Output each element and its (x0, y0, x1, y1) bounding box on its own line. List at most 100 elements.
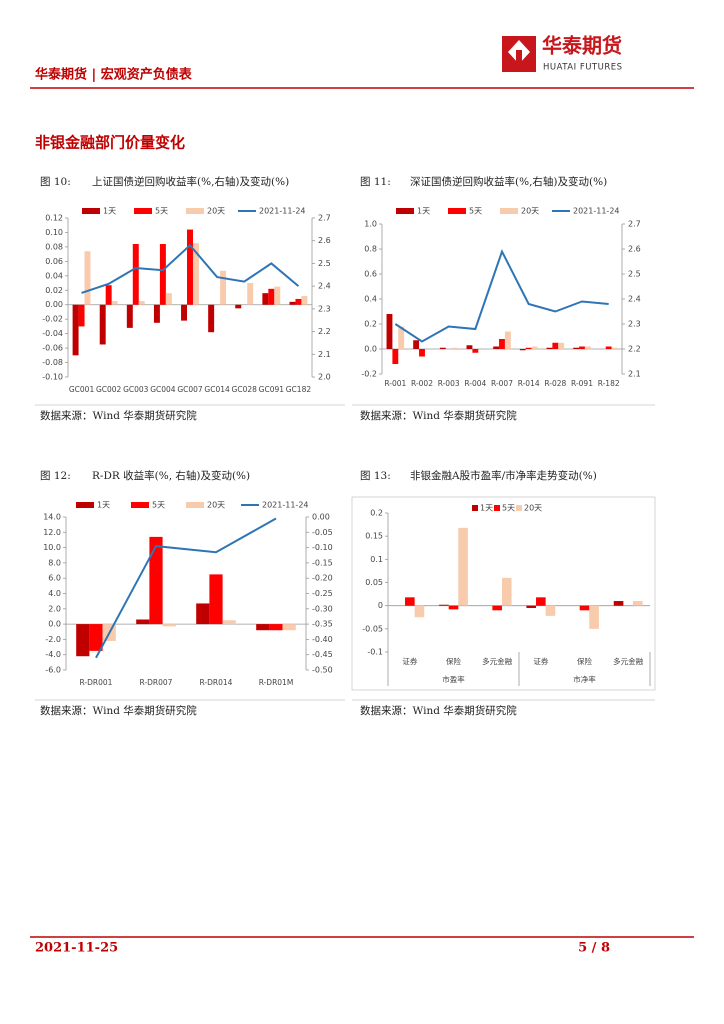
bar (235, 304, 242, 309)
bar (76, 624, 90, 657)
y-tick-label: 0.06 (45, 257, 63, 266)
legend-label: 2021-11-24 (259, 207, 306, 216)
bar (78, 304, 85, 327)
legend-label: 5天 (155, 207, 168, 216)
y2-tick-label: 2.6 (628, 245, 641, 254)
y2-tick-label: 0.00 (312, 513, 330, 522)
y2-tick-label: -0.05 (312, 528, 333, 537)
y-tick-label: -0.02 (42, 315, 63, 324)
bar (439, 604, 449, 606)
logo-name: 华泰期货 (542, 34, 622, 58)
legend-label: 2021-11-24 (262, 501, 309, 510)
figure-label: 图 13: (360, 470, 391, 482)
bar (386, 314, 393, 349)
bar (519, 349, 526, 351)
y-tick-label: 0.02 (45, 286, 63, 295)
group-label: 市净率 (573, 674, 596, 684)
logo-mark (516, 50, 522, 70)
bar (159, 244, 166, 305)
x-tick-label: 证券 (402, 656, 417, 666)
y2-tick-label: -0.30 (312, 604, 333, 613)
source: 数据来源：Wind 华泰期货研究院 (40, 409, 197, 422)
bar (531, 346, 538, 349)
bar (558, 342, 565, 349)
x-tick-label: R-007 (491, 379, 513, 388)
figure-title: 深证国债逆回购收益率(%,右轴)及变动(%) (410, 175, 607, 188)
bar (579, 605, 590, 611)
bar (611, 347, 618, 349)
line-series (95, 517, 277, 659)
y2-tick-label: 2.6 (318, 236, 331, 245)
y-tick-label: -0.10 (42, 373, 63, 382)
logo: 华泰期货 HUATAI FUTURES (502, 34, 623, 73)
legend-swatch (448, 208, 466, 214)
y2-tick-label: 2.2 (318, 327, 331, 336)
legend-label: 5天 (469, 207, 482, 216)
x-tick-label: R-DR01M (259, 678, 294, 687)
legend-swatch (186, 502, 204, 508)
logo-en: HUATAI FUTURES (543, 63, 623, 73)
legend-label: 20天 (521, 207, 539, 216)
y2-tick-label: -0.15 (312, 558, 333, 567)
y-tick-label: -0.06 (42, 344, 63, 353)
x-tick-label: R-002 (411, 379, 433, 388)
y2-tick-label: 2.1 (628, 370, 641, 379)
bar (247, 283, 254, 305)
y2-tick-label: 2.7 (318, 214, 331, 223)
y-tick-label: -0.04 (42, 329, 63, 338)
y-tick-label: 0.15 (365, 532, 383, 541)
bar (493, 346, 500, 349)
y2-tick-label: 2.4 (318, 282, 331, 291)
x-tick-label: R-091 (571, 379, 593, 388)
y-tick-label: -2.0 (45, 635, 61, 644)
bar (187, 229, 193, 305)
x-tick-label: R-182 (598, 379, 620, 388)
bar (584, 346, 591, 349)
bar (501, 577, 512, 606)
y-tick-label: 0.2 (364, 320, 377, 329)
y-tick-label: 0.1 (370, 555, 383, 564)
x-tick-label: R-001 (384, 379, 406, 388)
bar (208, 304, 215, 333)
bar (545, 605, 556, 616)
bar (499, 339, 505, 349)
x-tick-label: GC007 (177, 385, 203, 394)
bar (269, 624, 283, 631)
y2-tick-label: 2.3 (318, 304, 331, 313)
bar (149, 536, 163, 625)
x-tick-label: R-DR001 (80, 678, 113, 687)
legend-swatch (516, 505, 522, 511)
bar (209, 574, 223, 625)
bar (301, 296, 308, 305)
y2-tick-label: 2.3 (628, 320, 641, 329)
bar (439, 347, 446, 349)
y2-tick-label: -0.50 (312, 666, 333, 675)
bar (268, 288, 275, 305)
y-tick-label: -0.05 (362, 624, 383, 633)
bar (525, 347, 532, 349)
y-tick-label: 12.0 (43, 528, 61, 537)
bar (162, 624, 176, 627)
bar (72, 304, 79, 356)
bar (398, 326, 405, 349)
bar (105, 285, 112, 305)
bar (222, 620, 236, 625)
legend-label: 5天 (152, 501, 165, 510)
bar (99, 304, 106, 345)
x-tick-label: GC028 (232, 385, 258, 394)
bar (165, 293, 172, 305)
bar (605, 346, 612, 349)
y2-tick-label: 2.0 (318, 373, 331, 382)
bar (256, 624, 270, 631)
legend-swatch (186, 208, 204, 214)
figure-title: R-DR 收益率(%, 右轴)及变动(%) (92, 469, 250, 482)
x-tick-label: GC182 (286, 385, 312, 394)
legend-swatch (396, 208, 414, 214)
bar (546, 347, 553, 349)
bar (89, 624, 103, 651)
figure-label: 图 12: (40, 470, 71, 482)
y-tick-label: -0.2 (361, 370, 377, 379)
bar (126, 304, 133, 328)
bar (451, 347, 458, 349)
